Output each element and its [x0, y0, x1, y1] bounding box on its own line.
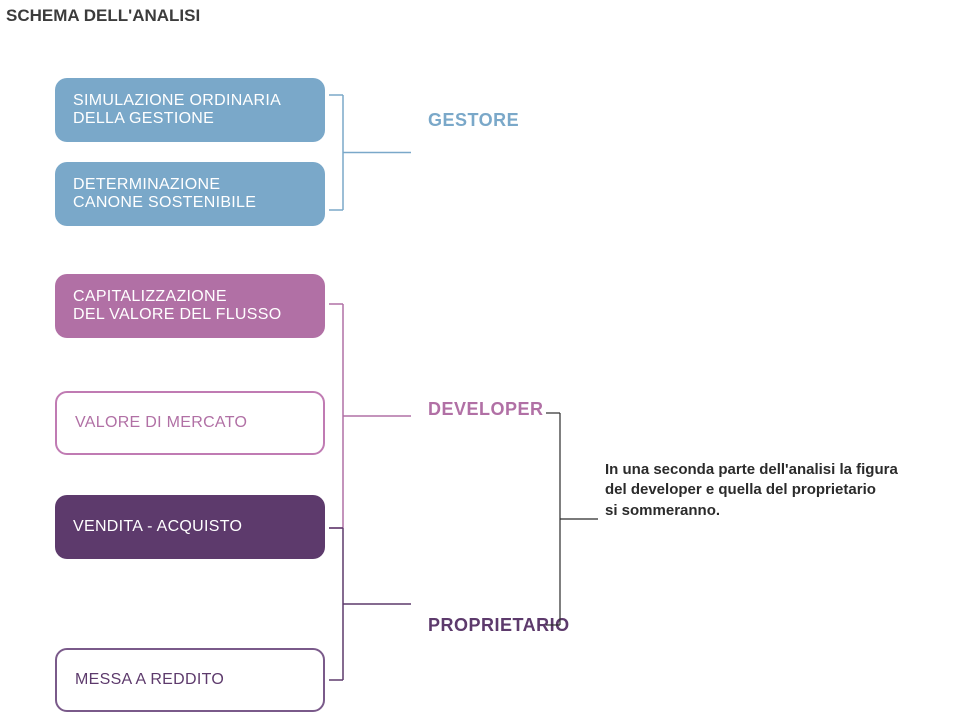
bracket-dev-prop-outer — [0, 0, 960, 722]
diagram-canvas: SCHEMA DELL'ANALISI SIMULAZIONE ORDINARI… — [0, 0, 960, 722]
